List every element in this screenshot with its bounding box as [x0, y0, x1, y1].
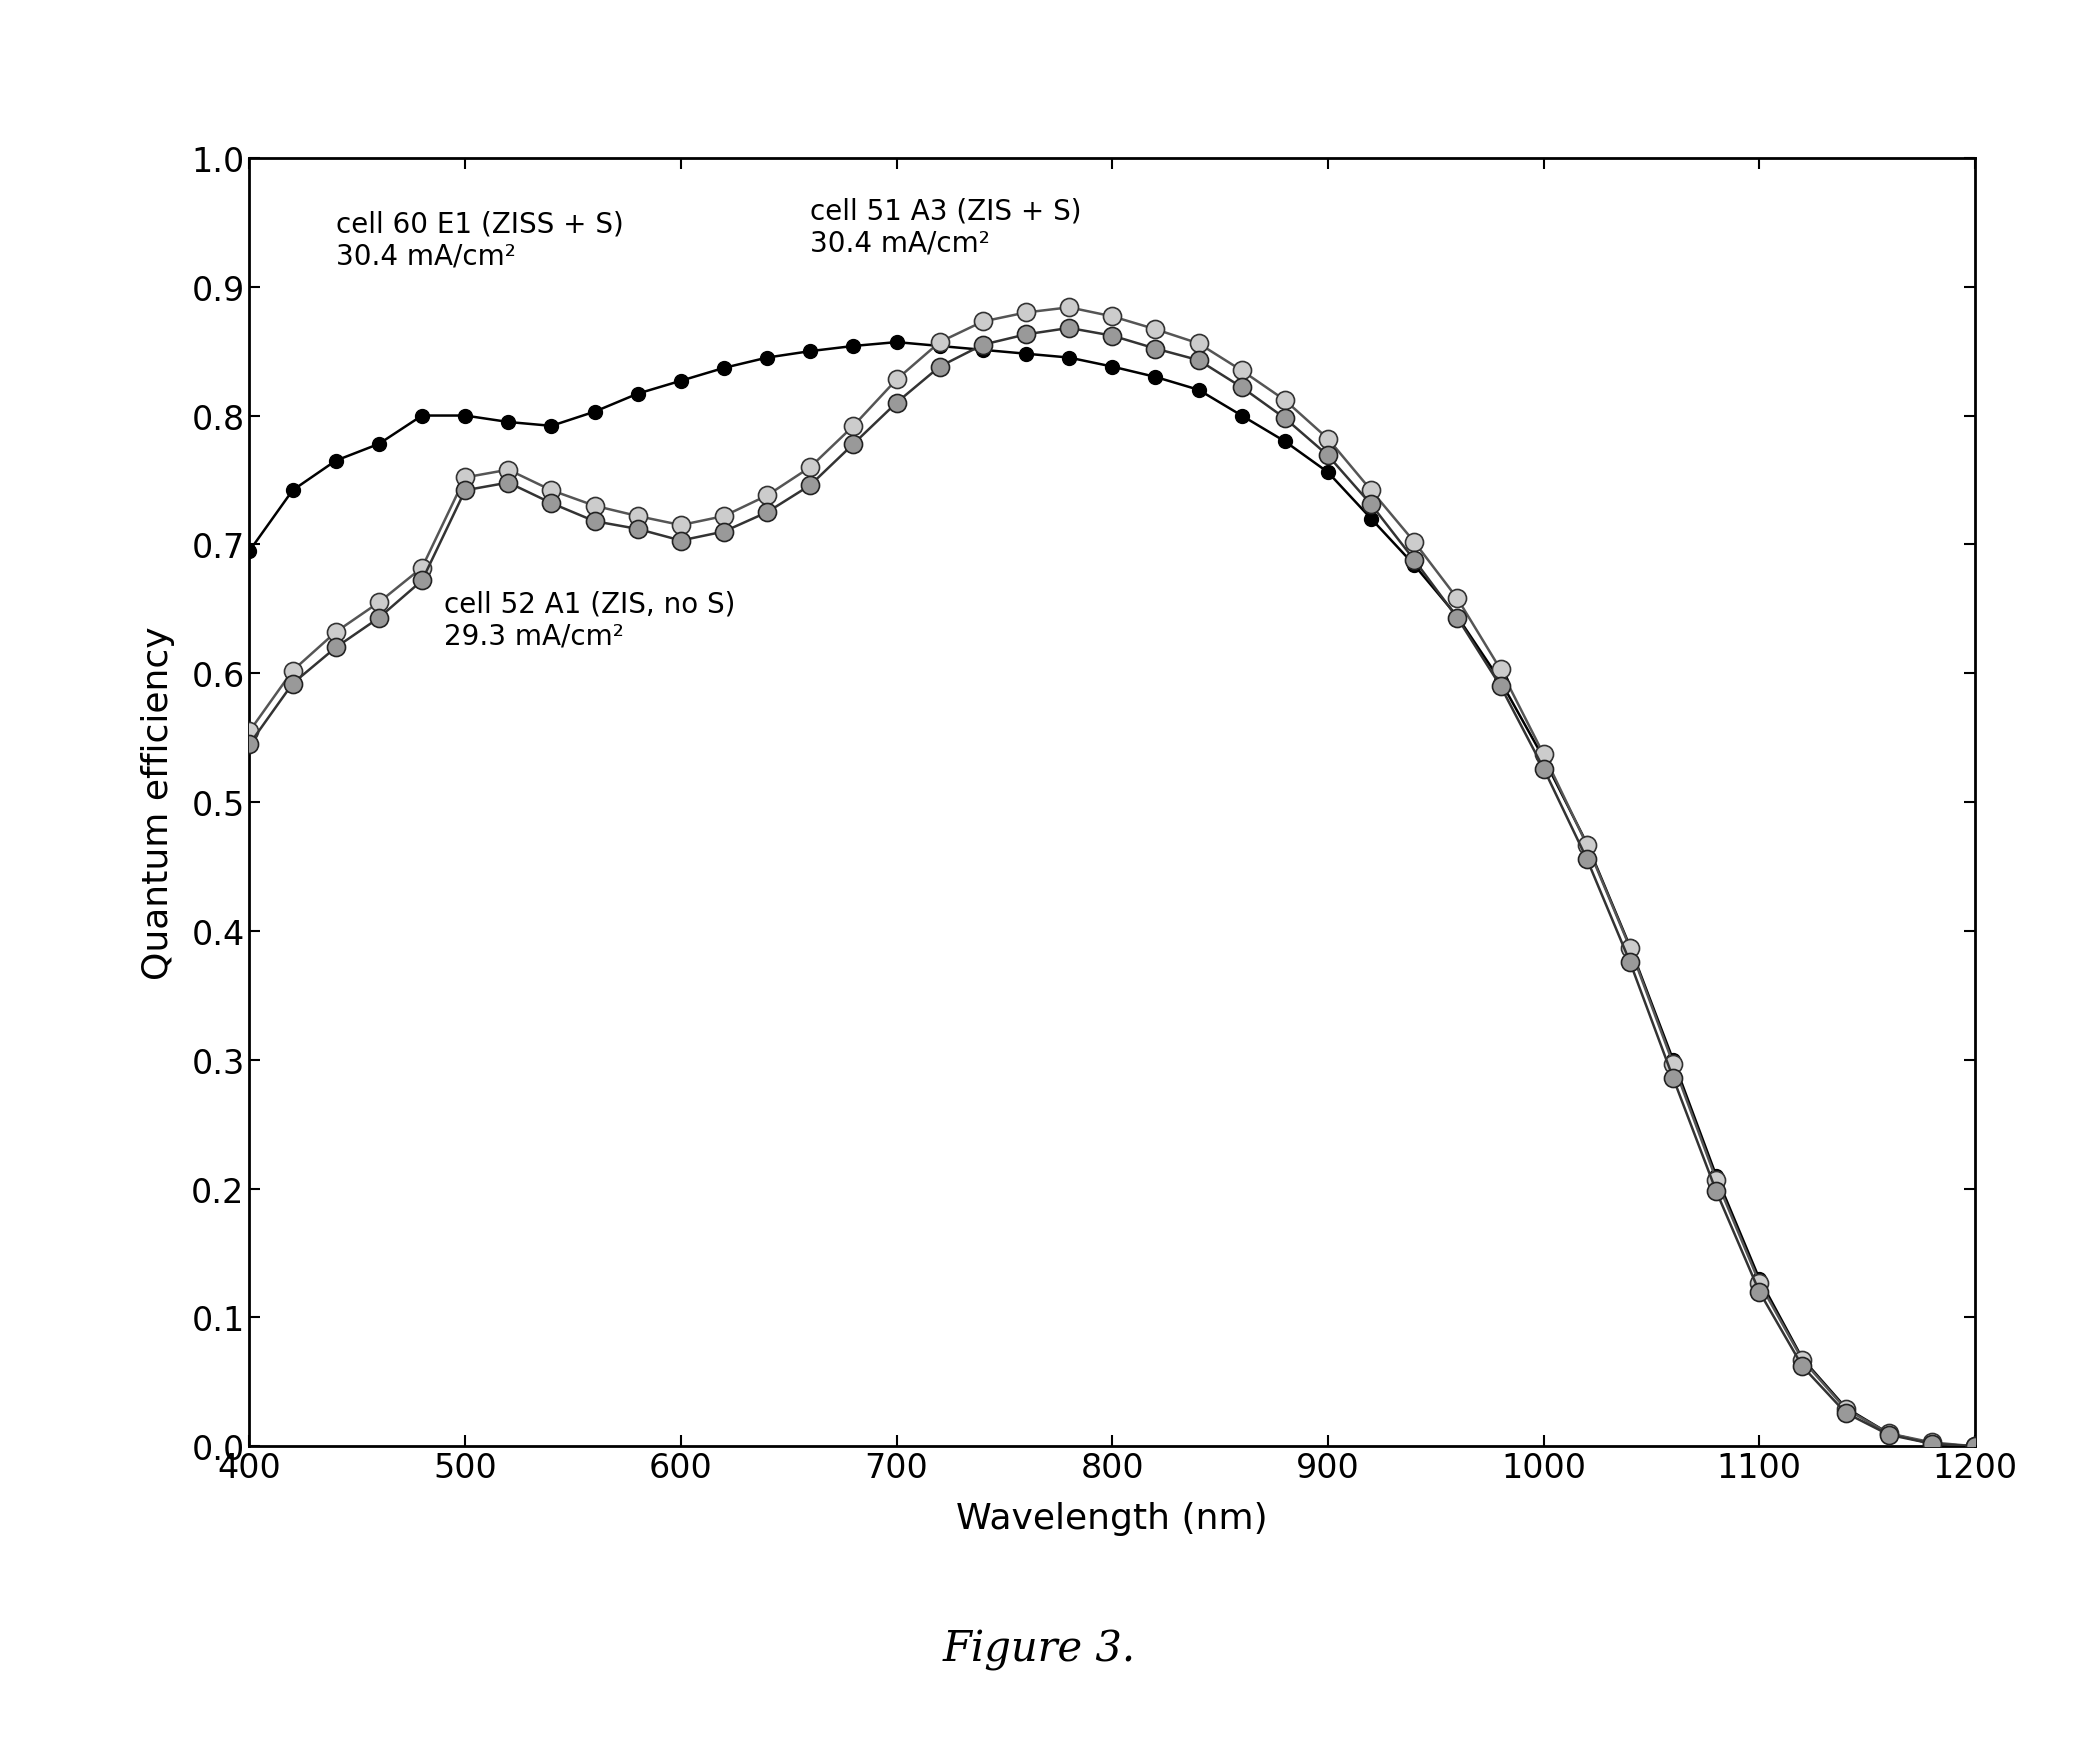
Text: cell 51 A3 (ZIS + S)
30.4 mA/cm²: cell 51 A3 (ZIS + S) 30.4 mA/cm²	[811, 198, 1081, 258]
Text: cell 60 E1 (ZISS + S)
30.4 mA/cm²: cell 60 E1 (ZISS + S) 30.4 mA/cm²	[337, 210, 624, 270]
Text: cell 52 A1 (ZIS, no S)
29.3 mA/cm²: cell 52 A1 (ZIS, no S) 29.3 mA/cm²	[443, 591, 736, 651]
Text: Figure 3.: Figure 3.	[944, 1628, 1135, 1671]
Y-axis label: Quantum efficiency: Quantum efficiency	[141, 626, 175, 979]
X-axis label: Wavelength (nm): Wavelength (nm)	[956, 1501, 1268, 1535]
